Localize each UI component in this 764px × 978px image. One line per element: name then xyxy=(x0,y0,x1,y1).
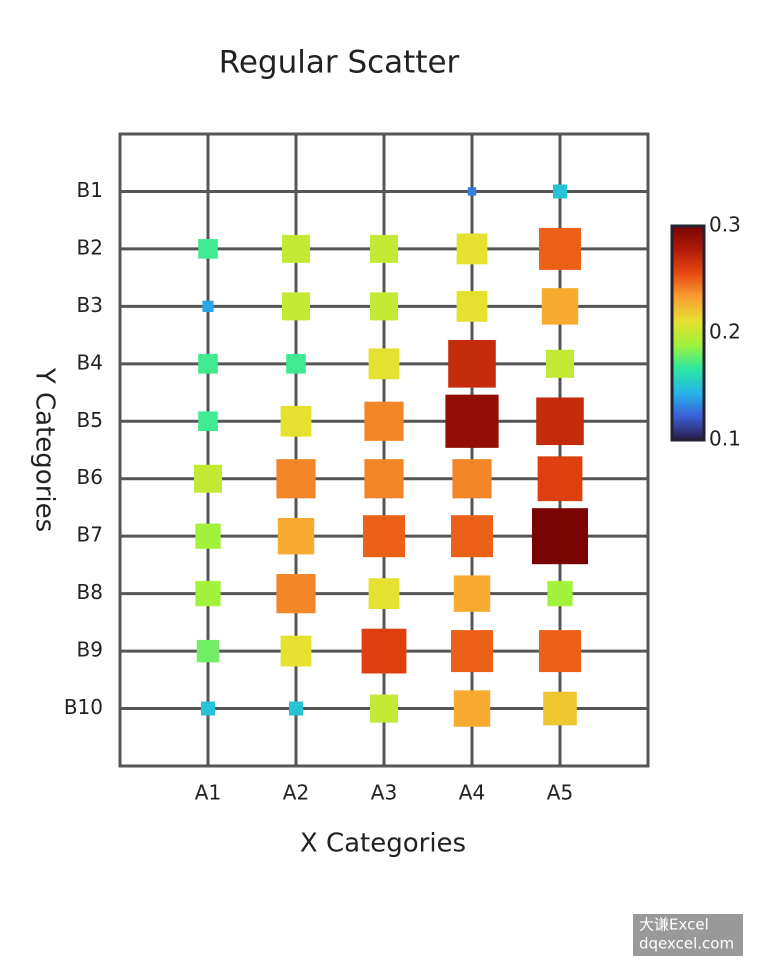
marker xyxy=(541,288,579,325)
y-tick-label: B10 xyxy=(64,695,103,719)
marker xyxy=(456,290,488,322)
x-tick-label: A2 xyxy=(283,781,309,805)
marker xyxy=(361,628,407,674)
watermark: 大谦Excel xyxy=(639,916,709,934)
marker xyxy=(539,227,581,270)
y-tick-label: B1 xyxy=(77,178,103,202)
marker xyxy=(370,292,398,321)
x-axis-label: X Categories xyxy=(300,829,466,859)
plot-border xyxy=(118,132,650,768)
marker xyxy=(546,349,574,378)
marker xyxy=(280,635,312,667)
marker xyxy=(363,515,405,558)
marker xyxy=(451,515,493,558)
marker xyxy=(451,630,493,673)
marker xyxy=(539,630,581,673)
marker xyxy=(448,340,496,388)
marker xyxy=(198,354,218,374)
marker xyxy=(276,459,316,499)
marker xyxy=(543,691,577,726)
marker xyxy=(553,184,567,199)
marker xyxy=(202,300,214,312)
marker xyxy=(201,701,215,716)
y-tick-label: B2 xyxy=(77,235,103,259)
marker xyxy=(282,292,310,321)
colorbar xyxy=(670,224,706,442)
y-tick-label: B8 xyxy=(77,580,103,604)
x-tick-label: A1 xyxy=(195,781,221,805)
marker xyxy=(195,523,221,549)
x-tick-label: A4 xyxy=(459,781,485,805)
colorbar-tick-label: 0.1 xyxy=(709,427,741,451)
marker xyxy=(368,578,400,610)
marker xyxy=(198,239,218,259)
y-tick-label: B4 xyxy=(77,350,103,374)
marker xyxy=(194,464,222,493)
watermark: dqexcel.com xyxy=(639,935,734,953)
y-tick-label: B6 xyxy=(77,465,103,489)
marker xyxy=(532,508,588,565)
marker xyxy=(289,701,303,716)
marker xyxy=(370,234,398,263)
marker xyxy=(453,575,491,612)
marker xyxy=(536,397,584,446)
marker xyxy=(456,233,488,265)
marker xyxy=(364,401,404,441)
y-tick-label: B3 xyxy=(77,293,103,317)
chart-title: Regular Scatter xyxy=(219,45,460,81)
marker xyxy=(547,581,573,607)
marker xyxy=(445,394,499,448)
marker xyxy=(280,405,312,437)
marker xyxy=(370,694,398,723)
y-tick-label: B7 xyxy=(77,523,103,547)
marker xyxy=(364,459,404,499)
x-tick-label: A3 xyxy=(371,781,397,805)
marker xyxy=(277,517,315,555)
watermark-box xyxy=(633,914,743,956)
marker xyxy=(286,354,306,374)
marker xyxy=(368,348,400,380)
marker xyxy=(282,234,310,263)
marker xyxy=(198,411,218,432)
colorbar-tick-label: 0.2 xyxy=(709,320,741,344)
marker xyxy=(537,456,583,502)
y-tick-label: B9 xyxy=(77,638,103,662)
marker xyxy=(452,459,492,499)
marker xyxy=(196,639,220,663)
x-tick-label: A5 xyxy=(547,781,573,805)
colorbar-tick-label: 0.3 xyxy=(709,213,741,237)
marker xyxy=(453,690,491,727)
marker xyxy=(467,187,477,196)
y-tick-label: B5 xyxy=(77,408,103,432)
y-axis-label: Y Categories xyxy=(30,367,60,532)
marker xyxy=(195,581,221,607)
marker xyxy=(276,574,316,614)
